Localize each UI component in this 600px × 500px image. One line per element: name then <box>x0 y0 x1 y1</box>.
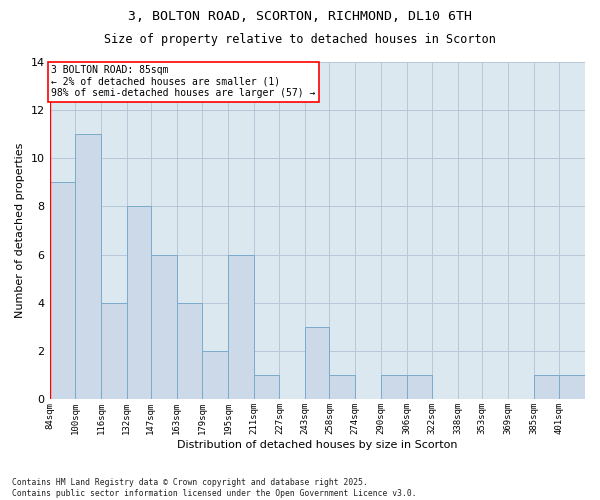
Bar <box>381 376 407 400</box>
Bar <box>202 351 228 400</box>
Text: Size of property relative to detached houses in Scorton: Size of property relative to detached ho… <box>104 32 496 46</box>
Bar <box>50 182 75 400</box>
Bar <box>533 376 559 400</box>
Bar <box>254 376 280 400</box>
Text: 3, BOLTON ROAD, SCORTON, RICHMOND, DL10 6TH: 3, BOLTON ROAD, SCORTON, RICHMOND, DL10 … <box>128 10 472 23</box>
Text: Contains HM Land Registry data © Crown copyright and database right 2025.
Contai: Contains HM Land Registry data © Crown c… <box>12 478 416 498</box>
Bar <box>101 303 127 400</box>
X-axis label: Distribution of detached houses by size in Scorton: Distribution of detached houses by size … <box>177 440 458 450</box>
Bar <box>329 376 355 400</box>
Bar <box>559 376 585 400</box>
Bar <box>407 376 432 400</box>
Bar <box>176 303 202 400</box>
Bar <box>228 254 254 400</box>
Bar <box>127 206 151 400</box>
Y-axis label: Number of detached properties: Number of detached properties <box>15 143 25 318</box>
Bar <box>151 254 176 400</box>
Bar <box>305 327 329 400</box>
Bar <box>75 134 101 400</box>
Text: 3 BOLTON ROAD: 85sqm
← 2% of detached houses are smaller (1)
98% of semi-detache: 3 BOLTON ROAD: 85sqm ← 2% of detached ho… <box>51 65 316 98</box>
